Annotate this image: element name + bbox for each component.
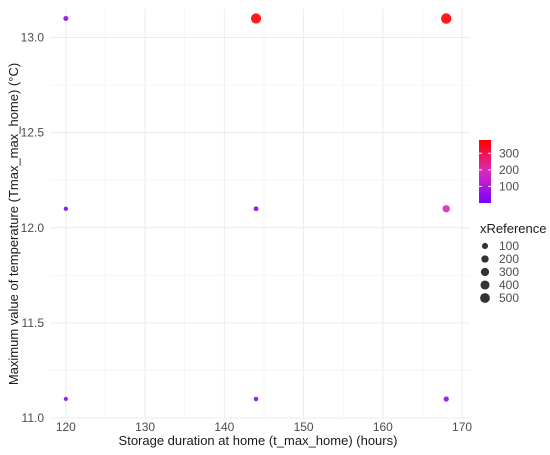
size-legend-label: 300 [499,265,519,279]
size-legend-title: xReference [480,221,546,236]
size-legend-point [481,255,489,263]
x-tick-label: 160 [373,420,393,434]
size-legend-point [480,280,490,290]
tick-labels: 120 130 140 150 160 170 11.0 11.5 12.0 12.5 13.0 [21,31,473,434]
grid [50,9,470,419]
size-legend-label: 200 [499,252,519,266]
color-legend: 100 200 300 [479,140,519,203]
y-tick-label: 11.0 [22,411,45,425]
data-point [253,206,259,212]
size-legend-label: 400 [499,278,519,292]
x-tick-label: 140 [214,420,234,434]
size-legend-point [480,293,490,303]
y-tick-label: 12.5 [21,126,45,140]
size-legend-label: 500 [499,291,519,305]
colorbar-tick-label: 200 [499,163,519,177]
data-point [63,396,68,402]
data-point [250,13,262,24]
data-point [442,205,450,213]
colorbar [479,140,491,203]
data-point [443,396,449,402]
data-point [441,13,452,24]
x-tick-label: 150 [294,420,314,434]
data-point [253,396,259,402]
x-tick-label: 120 [56,420,76,434]
size-legend-label: 100 [499,239,519,253]
y-tick-label: 11.5 [22,316,45,330]
size-legend-point [480,267,490,277]
y-tick-label: 13.0 [21,31,45,45]
data-point [63,206,69,211]
x-tick-label: 170 [452,420,472,434]
x-tick-label: 130 [135,420,155,434]
data-points [63,13,452,402]
y-axis-title: Maximum value of temperature (Tmax_max_h… [6,63,21,385]
colorbar-tick-label: 100 [499,179,519,193]
y-tick-label: 12.0 [21,221,45,235]
data-point [63,15,69,22]
colorbar-tick-label: 300 [499,146,519,160]
size-legend-point [481,242,489,250]
x-axis-title: Storage duration at home (t_max_home) (h… [119,433,398,448]
